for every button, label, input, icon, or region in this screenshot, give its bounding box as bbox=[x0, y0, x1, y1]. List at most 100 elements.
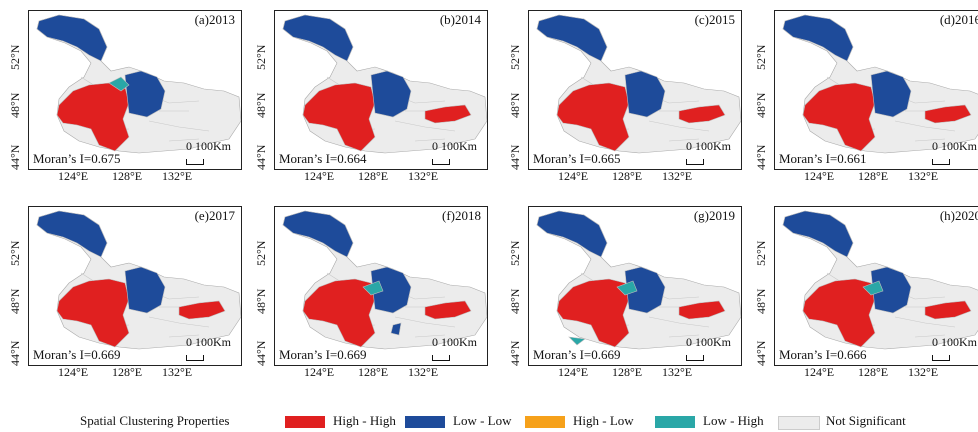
legend: Spatial Clustering Properties High - Hig… bbox=[0, 410, 978, 432]
lon-label: 132°E bbox=[908, 365, 939, 379]
cluster-low-low-north bbox=[536, 210, 608, 258]
panel-title: (d)2016 bbox=[939, 12, 978, 28]
cluster-high-high bbox=[56, 278, 130, 348]
panel-title: (b)2014 bbox=[439, 12, 481, 28]
legend-swatch-high-high bbox=[285, 416, 325, 428]
cluster-low-low-north bbox=[782, 210, 854, 258]
lat-label: 52°N bbox=[754, 44, 768, 70]
scale-label: 0 100Km bbox=[432, 335, 477, 349]
scale-label: 0 100Km bbox=[932, 139, 977, 153]
map-panel: (e)2017 Moran’s I=0.669 0 100Km 52°N 48°N 44°… bbox=[0, 200, 242, 380]
cluster-high-high-east bbox=[924, 104, 972, 124]
cluster-high-high-east bbox=[424, 300, 472, 320]
cluster-high-high bbox=[56, 82, 130, 152]
lat-label: 48°N bbox=[754, 288, 768, 314]
lat-label: 44°N bbox=[754, 340, 768, 366]
morans-i-label: Moran’s I=0.665 bbox=[533, 151, 621, 166]
lon-label: 124°E bbox=[558, 169, 589, 183]
cluster-high-high bbox=[556, 82, 630, 152]
map-frame: (d)2016 Moran’s I=0.661 0 100Km bbox=[774, 10, 978, 170]
panel-title: (c)2015 bbox=[694, 12, 735, 28]
lat-label: 44°N bbox=[8, 144, 22, 170]
lon-label: 124°E bbox=[804, 365, 835, 379]
scale-bar bbox=[686, 159, 704, 165]
cluster-high-high-east bbox=[924, 300, 972, 320]
cluster-high-high bbox=[802, 278, 876, 348]
lat-label: 44°N bbox=[254, 340, 268, 366]
legend-swatch-low-low bbox=[405, 416, 445, 428]
map-panel: (h)2020 Moran’s I=0.666 0 100Km 52°N 48°N 44°… bbox=[746, 200, 978, 380]
cluster-high-high bbox=[302, 82, 376, 152]
lat-label: 52°N bbox=[8, 44, 22, 70]
region-map bbox=[282, 210, 487, 350]
region-map bbox=[536, 210, 741, 350]
panel-title: (f)2018 bbox=[442, 208, 481, 224]
lon-label: 128°E bbox=[358, 365, 389, 379]
cluster-low-low-central bbox=[124, 70, 166, 118]
map-frame: (h)2020 Moran’s I=0.666 0 100Km bbox=[774, 206, 978, 366]
panel-title: (g)2019 bbox=[693, 208, 735, 224]
lat-label: 52°N bbox=[254, 240, 268, 266]
region-map bbox=[36, 210, 241, 350]
scale-bar bbox=[186, 355, 204, 361]
cluster-low-high-small bbox=[568, 336, 586, 346]
cluster-low-low-central bbox=[124, 266, 166, 314]
panel-title: (e)2017 bbox=[194, 208, 235, 224]
lat-label: 52°N bbox=[508, 44, 522, 70]
cluster-low-low-small bbox=[390, 322, 402, 336]
cluster-low-low-central bbox=[624, 70, 666, 118]
map-panel: (b)2014 Moran’s I=0.664 0 100Km 52°N 48°N 44°… bbox=[246, 4, 488, 184]
lat-label: 52°N bbox=[254, 44, 268, 70]
scale-bar bbox=[932, 159, 950, 165]
cluster-low-low-north bbox=[282, 14, 354, 62]
scale-bar bbox=[686, 355, 704, 361]
cluster-low-low-central bbox=[870, 70, 912, 118]
lat-label: 48°N bbox=[754, 92, 768, 118]
scale-bar bbox=[432, 159, 450, 165]
map-frame: (c)2015 Moran’s I=0.665 0 100Km bbox=[528, 10, 742, 170]
lon-label: 128°E bbox=[858, 365, 889, 379]
lon-label: 132°E bbox=[408, 365, 439, 379]
lon-label: 132°E bbox=[662, 365, 693, 379]
region-map bbox=[536, 14, 741, 154]
map-frame: (a)2013 Moran’s I=0.675 0 100Km bbox=[28, 10, 242, 170]
legend-title: Spatial Clustering Properties bbox=[80, 413, 230, 428]
map-panel: (g)2019 Moran’s I=0.669 0 100Km 52°N 48°N 44°… bbox=[500, 200, 742, 380]
scale-bar bbox=[432, 355, 450, 361]
scale-label: 0 100Km bbox=[432, 139, 477, 153]
cluster-low-low-central bbox=[370, 70, 412, 118]
morans-i-label: Moran’s I=0.669 bbox=[33, 347, 121, 362]
map-frame: (e)2017 Moran’s I=0.669 0 100Km bbox=[28, 206, 242, 366]
lon-label: 124°E bbox=[558, 365, 589, 379]
cluster-high-high bbox=[556, 278, 630, 348]
map-panel: (a)2013 Moran’s I=0.675 0 100Km 52°N 48°N 44°… bbox=[0, 4, 242, 184]
map-frame: (f)2018 Moran’s I=0.669 0 100Km bbox=[274, 206, 488, 366]
legend-swatch-not-significant bbox=[778, 416, 820, 430]
lat-label: 52°N bbox=[508, 240, 522, 266]
lon-label: 124°E bbox=[804, 169, 835, 183]
region-map bbox=[282, 14, 487, 154]
morans-i-label: Moran’s I=0.669 bbox=[279, 347, 367, 362]
map-frame: (g)2019 Moran’s I=0.669 0 100Km bbox=[528, 206, 742, 366]
cluster-low-high bbox=[616, 280, 638, 296]
lon-label: 124°E bbox=[304, 169, 335, 183]
lat-label: 48°N bbox=[8, 92, 22, 118]
lat-label: 52°N bbox=[754, 240, 768, 266]
map-panel: (c)2015 Moran’s I=0.665 0 100Km 52°N 48°N 44°… bbox=[500, 4, 742, 184]
scale-bar bbox=[932, 355, 950, 361]
lat-label: 52°N bbox=[8, 240, 22, 266]
cluster-high-high-east bbox=[424, 104, 472, 124]
cluster-low-low-north bbox=[282, 210, 354, 258]
legend-label-low-high: Low - High bbox=[703, 413, 764, 428]
cluster-high-high bbox=[802, 82, 876, 152]
morans-i-label: Moran’s I=0.675 bbox=[33, 151, 121, 166]
lat-label: 44°N bbox=[508, 144, 522, 170]
map-panel: (f)2018 Moran’s I=0.669 0 100Km 52°N 48°N 44°… bbox=[246, 200, 488, 380]
cluster-low-low-north bbox=[782, 14, 854, 62]
lon-label: 128°E bbox=[858, 169, 889, 183]
lon-label: 128°E bbox=[612, 365, 643, 379]
legend-label-low-low: Low - Low bbox=[453, 413, 512, 428]
lon-label: 132°E bbox=[162, 169, 193, 183]
morans-i-label: Moran’s I=0.661 bbox=[779, 151, 867, 166]
lon-label: 128°E bbox=[112, 365, 143, 379]
